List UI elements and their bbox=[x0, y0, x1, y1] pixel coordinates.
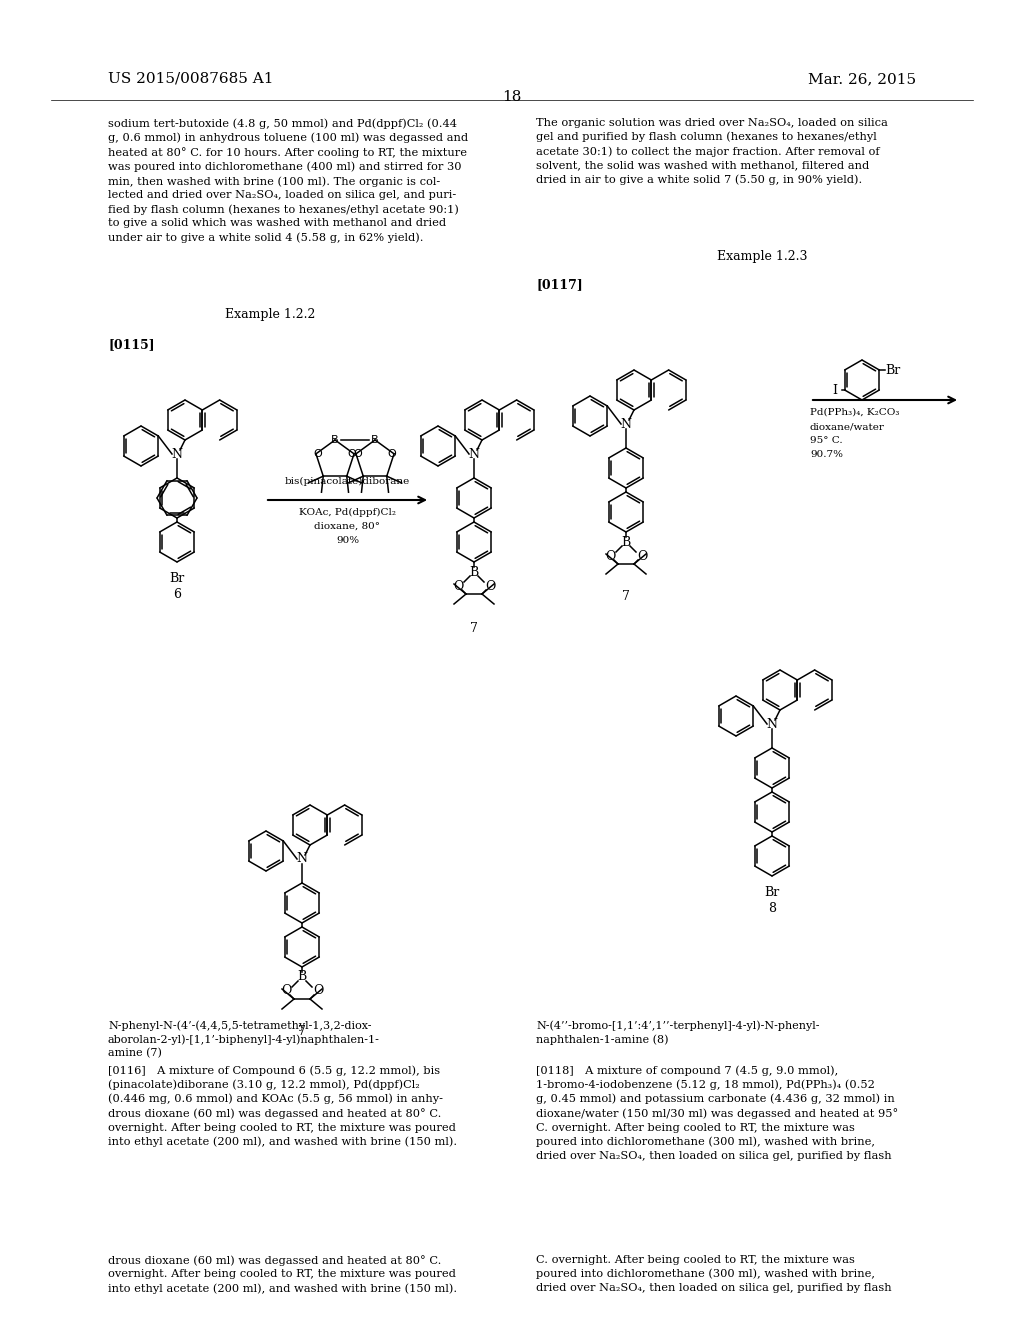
Text: O: O bbox=[347, 449, 356, 459]
Text: N: N bbox=[767, 718, 777, 730]
Text: O: O bbox=[484, 579, 496, 593]
Text: 95° C.: 95° C. bbox=[810, 436, 843, 445]
Text: [0118] A mixture of compound 7 (4.5 g, 9.0 mmol),
1-bromo-4-iodobenzene (5.12 g,: [0118] A mixture of compound 7 (4.5 g, 9… bbox=[536, 1065, 898, 1160]
Text: O: O bbox=[312, 985, 324, 998]
Text: B: B bbox=[331, 436, 339, 445]
Text: 90%: 90% bbox=[336, 536, 359, 545]
Text: B: B bbox=[297, 970, 306, 983]
Text: Mar. 26, 2015: Mar. 26, 2015 bbox=[808, 73, 916, 86]
Text: 18: 18 bbox=[503, 90, 521, 104]
Text: Example 1.2.3: Example 1.2.3 bbox=[717, 249, 807, 263]
Text: B: B bbox=[622, 536, 631, 549]
Text: N: N bbox=[469, 447, 479, 461]
Text: N-phenyl-N-(4’-(4,4,5,5-tetramethyl-1,3,2-diox-
aborolan-2-yl)-[1,1’-biphenyl]-4: N-phenyl-N-(4’-(4,4,5,5-tetramethyl-1,3,… bbox=[108, 1020, 380, 1059]
Text: Pd(PPh₃)₄, K₂CO₃: Pd(PPh₃)₄, K₂CO₃ bbox=[810, 408, 899, 417]
Text: 7: 7 bbox=[470, 622, 478, 635]
Text: Example 1.2.2: Example 1.2.2 bbox=[225, 308, 315, 321]
Text: sodium tert-butoxide (4.8 g, 50 mmol) and Pd(dppf)Cl₂ (0.44
g, 0.6 mmol) in anhy: sodium tert-butoxide (4.8 g, 50 mmol) an… bbox=[108, 117, 468, 243]
Text: [0117]: [0117] bbox=[536, 279, 583, 290]
Text: Br: Br bbox=[764, 886, 779, 899]
Text: drous dioxane (60 ml) was degassed and heated at 80° C.
overnight. After being c: drous dioxane (60 ml) was degassed and h… bbox=[108, 1255, 457, 1294]
Text: B: B bbox=[469, 565, 478, 578]
Text: O: O bbox=[388, 449, 396, 459]
Text: [0115]: [0115] bbox=[108, 338, 155, 351]
Text: 8: 8 bbox=[768, 902, 776, 915]
Text: N: N bbox=[621, 417, 632, 430]
Text: Br: Br bbox=[886, 363, 901, 376]
Text: 90.7%: 90.7% bbox=[810, 450, 843, 459]
Text: 7: 7 bbox=[622, 590, 630, 603]
Text: O: O bbox=[453, 579, 463, 593]
Text: N: N bbox=[297, 853, 307, 866]
Text: bis(pinacolate)diborane: bis(pinacolate)diborane bbox=[285, 477, 411, 486]
Text: [0116] A mixture of Compound 6 (5.5 g, 12.2 mmol), bis
(pinacolate)diborane (3.1: [0116] A mixture of Compound 6 (5.5 g, 1… bbox=[108, 1065, 457, 1147]
Text: O: O bbox=[605, 549, 615, 562]
Text: The organic solution was dried over Na₂SO₄, loaded on silica
gel and purified by: The organic solution was dried over Na₂S… bbox=[536, 117, 888, 185]
Text: KOAc, Pd(dppf)Cl₂: KOAc, Pd(dppf)Cl₂ bbox=[299, 508, 396, 517]
Text: C. overnight. After being cooled to RT, the mixture was
poured into dichlorometh: C. overnight. After being cooled to RT, … bbox=[536, 1255, 892, 1294]
Text: dioxane, 80°: dioxane, 80° bbox=[314, 521, 381, 531]
Text: N-(4’’-bromo-[1,1’:4’,1’’-terphenyl]-4-yl)-N-phenyl-
naphthalen-1-amine (8): N-(4’’-bromo-[1,1’:4’,1’’-terphenyl]-4-y… bbox=[536, 1020, 819, 1044]
Text: N: N bbox=[171, 447, 182, 461]
Text: O: O bbox=[281, 985, 291, 998]
Text: Br: Br bbox=[169, 572, 184, 585]
Text: 7: 7 bbox=[298, 1026, 306, 1038]
Text: O: O bbox=[353, 449, 362, 459]
Text: O: O bbox=[313, 449, 323, 459]
Text: O: O bbox=[637, 549, 647, 562]
Text: dioxane/water: dioxane/water bbox=[810, 422, 885, 432]
Text: I: I bbox=[833, 384, 838, 396]
Text: US 2015/0087685 A1: US 2015/0087685 A1 bbox=[108, 73, 273, 86]
Text: 6: 6 bbox=[173, 587, 181, 601]
Text: B: B bbox=[371, 436, 379, 445]
